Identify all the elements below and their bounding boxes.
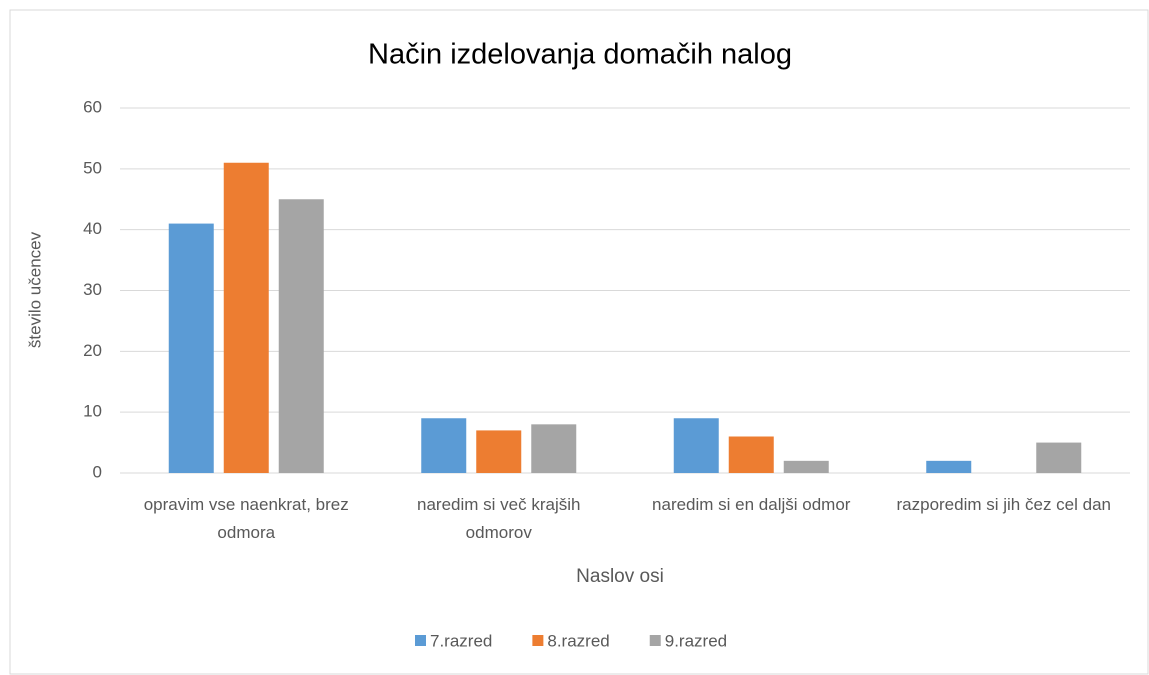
legend-swatch (649, 635, 661, 646)
y-tick-label: 10 (83, 402, 102, 421)
x-tick-label: razporedim si jih čez cel dan (896, 495, 1111, 514)
bar (531, 424, 577, 473)
y-tick-label: 0 (93, 462, 102, 481)
y-tick-label: 40 (83, 219, 102, 238)
bar (728, 436, 774, 473)
y-tick-label: 60 (83, 97, 102, 116)
bar (168, 223, 214, 473)
x-tick-label: naredim si več krajših odmorov (417, 495, 581, 542)
legend-label: 9.razred (665, 631, 727, 650)
x-tick-label: opravim vse naenkrat, brez odmora (143, 495, 349, 542)
bar (783, 460, 829, 473)
bar (476, 430, 522, 473)
y-tick-label: 30 (83, 280, 102, 299)
bar (926, 460, 972, 473)
legend-swatch (532, 635, 544, 646)
chart-border (9, 9, 1149, 675)
bar (1036, 442, 1082, 473)
x-axis-label: Naslov osi (576, 566, 664, 587)
bar (421, 418, 467, 473)
legend-swatch (415, 635, 426, 646)
bar (278, 199, 324, 473)
y-tick-label: 20 (83, 341, 102, 360)
legend-label: 8.razred (547, 631, 609, 650)
bar (223, 162, 269, 473)
y-tick-label: 50 (83, 158, 102, 177)
y-axis-label: število učencev (25, 231, 44, 348)
legend-label: 7.razred (430, 631, 492, 650)
chart-title: Način izdelovanja domačih nalog (368, 39, 792, 71)
bar (673, 418, 719, 473)
x-tick-label: naredim si en daljši odmor (652, 495, 851, 514)
